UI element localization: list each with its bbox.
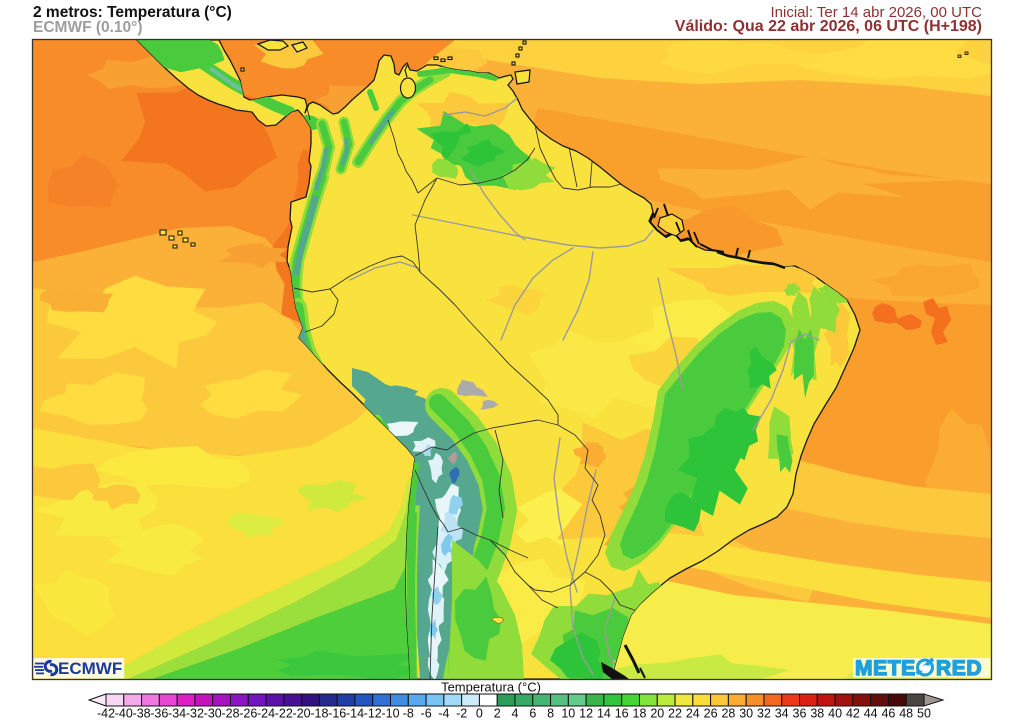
svg-text:40: 40	[828, 707, 842, 720]
svg-text:18: 18	[633, 707, 647, 720]
svg-text:38: 38	[810, 707, 824, 720]
svg-text:26: 26	[704, 707, 718, 720]
svg-text:-22: -22	[275, 707, 293, 720]
svg-text:-8: -8	[403, 707, 414, 720]
svg-text:30: 30	[739, 707, 753, 720]
svg-text:-28: -28	[221, 707, 239, 720]
svg-text:-10: -10	[381, 707, 399, 720]
svg-text:0: 0	[476, 707, 483, 720]
svg-text:4: 4	[512, 707, 519, 720]
svg-text:-20: -20	[293, 707, 311, 720]
svg-text:-18: -18	[310, 707, 328, 720]
svg-text:44: 44	[864, 707, 878, 720]
svg-text:42: 42	[846, 707, 860, 720]
svg-text:28: 28	[721, 707, 735, 720]
svg-text:48: 48	[899, 707, 913, 720]
svg-text:-26: -26	[239, 707, 257, 720]
svg-text:METE: METE	[855, 657, 916, 680]
svg-text:12: 12	[579, 707, 593, 720]
svg-text:-4: -4	[438, 707, 449, 720]
svg-text:-34: -34	[168, 707, 186, 720]
svg-text:-2: -2	[456, 707, 467, 720]
svg-text:16: 16	[615, 707, 629, 720]
svg-text:-24: -24	[257, 707, 275, 720]
svg-text:46: 46	[881, 707, 895, 720]
svg-text:Temperatura (°C): Temperatura (°C)	[441, 680, 541, 695]
svg-text:-42: -42	[97, 707, 115, 720]
svg-text:-14: -14	[346, 707, 364, 720]
svg-text:50: 50	[917, 707, 931, 720]
svg-text:RED: RED	[936, 657, 982, 680]
svg-text:22: 22	[668, 707, 682, 720]
svg-text:20: 20	[650, 707, 664, 720]
svg-text:-30: -30	[204, 707, 222, 720]
svg-text:-40: -40	[115, 707, 133, 720]
svg-text:-16: -16	[328, 707, 346, 720]
svg-text:-38: -38	[133, 707, 151, 720]
svg-text:10: 10	[561, 707, 575, 720]
svg-text:2: 2	[494, 707, 501, 720]
svg-text:-6: -6	[421, 707, 432, 720]
svg-text:24: 24	[686, 707, 700, 720]
svg-text:-32: -32	[186, 707, 204, 720]
svg-text:6: 6	[529, 707, 536, 720]
svg-text:-12: -12	[364, 707, 382, 720]
svg-text:32: 32	[757, 707, 771, 720]
svg-text:ECMWF: ECMWF	[58, 659, 122, 678]
svg-text:34: 34	[775, 707, 789, 720]
svg-text:-36: -36	[150, 707, 168, 720]
svg-text:36: 36	[793, 707, 807, 720]
svg-text:14: 14	[597, 707, 611, 720]
svg-text:8: 8	[547, 707, 554, 720]
